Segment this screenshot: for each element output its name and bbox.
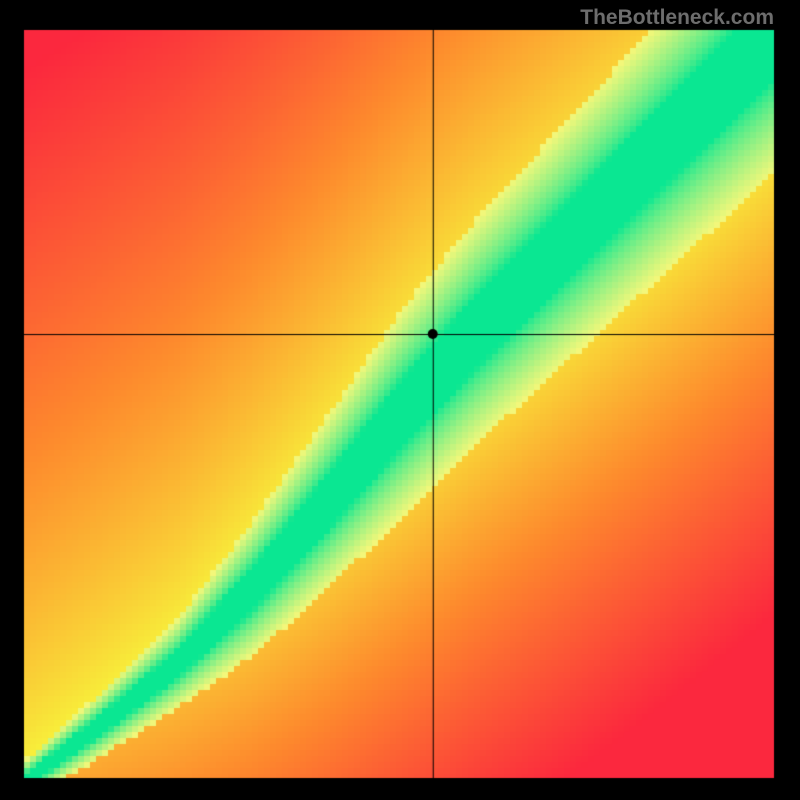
chart-container: TheBottleneck.com (0, 0, 800, 800)
watermark-text: TheBottleneck.com (580, 6, 774, 30)
bottleneck-heatmap (0, 0, 800, 800)
